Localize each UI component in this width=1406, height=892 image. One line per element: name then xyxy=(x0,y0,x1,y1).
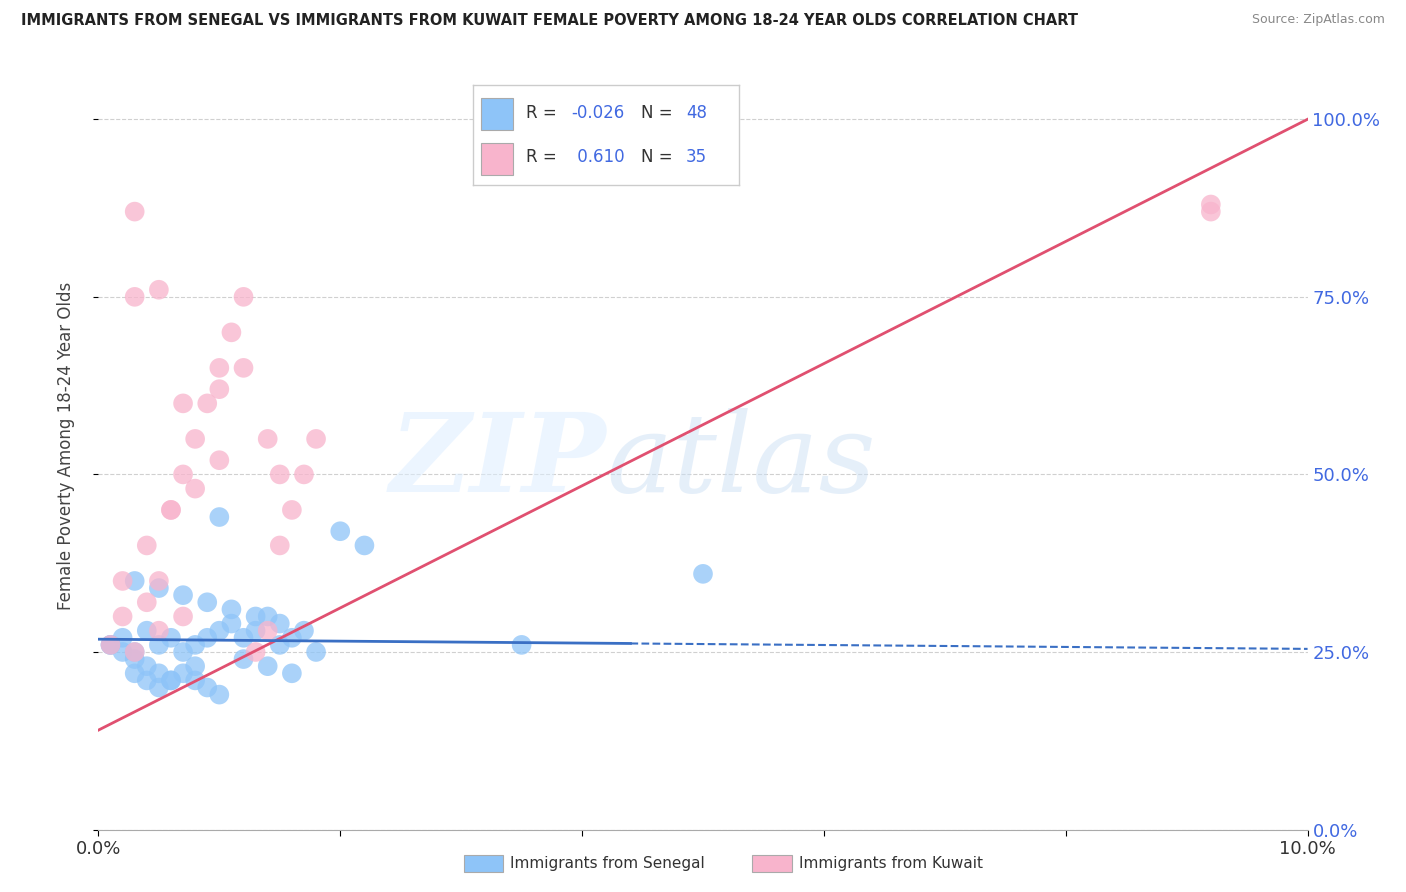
Point xyxy=(184,638,207,652)
Point xyxy=(160,503,183,517)
Point xyxy=(172,588,194,602)
Point xyxy=(160,673,183,688)
Point xyxy=(208,510,231,524)
Point xyxy=(292,624,315,638)
Point xyxy=(281,503,304,517)
Point xyxy=(1199,204,1222,219)
Point xyxy=(100,638,122,652)
Point xyxy=(160,631,183,645)
Point xyxy=(692,566,714,581)
Point xyxy=(232,652,254,666)
Text: IMMIGRANTS FROM SENEGAL VS IMMIGRANTS FROM KUWAIT FEMALE POVERTY AMONG 18-24 YEA: IMMIGRANTS FROM SENEGAL VS IMMIGRANTS FR… xyxy=(21,13,1078,29)
Point xyxy=(329,524,352,539)
Text: Immigrants from Senegal: Immigrants from Senegal xyxy=(510,856,706,871)
Point xyxy=(111,631,134,645)
Point xyxy=(172,396,194,410)
Point xyxy=(160,503,183,517)
Point xyxy=(208,688,231,702)
Point xyxy=(232,631,254,645)
Point xyxy=(135,595,157,609)
Point xyxy=(184,659,207,673)
Point xyxy=(172,609,194,624)
Point xyxy=(148,681,170,695)
Point xyxy=(184,432,207,446)
Point xyxy=(269,616,291,631)
Point xyxy=(111,574,134,588)
Point xyxy=(124,645,146,659)
Point xyxy=(256,659,278,673)
Point xyxy=(208,382,231,396)
Text: atlas: atlas xyxy=(606,408,876,515)
Point xyxy=(281,631,304,645)
Point xyxy=(195,631,218,645)
Point xyxy=(245,645,267,659)
Point xyxy=(160,673,183,688)
Point xyxy=(232,290,254,304)
Point xyxy=(100,638,122,652)
Point xyxy=(184,673,207,688)
Text: ZIP: ZIP xyxy=(389,408,606,515)
Point xyxy=(172,645,194,659)
Point xyxy=(232,360,254,375)
Point xyxy=(111,609,134,624)
Point xyxy=(208,624,231,638)
Point xyxy=(269,538,291,552)
Point xyxy=(208,453,231,467)
Point xyxy=(221,602,243,616)
Point xyxy=(135,659,157,673)
Point xyxy=(172,666,194,681)
Point xyxy=(148,666,170,681)
Point xyxy=(124,652,146,666)
Point xyxy=(148,638,170,652)
Point xyxy=(135,624,157,638)
Point xyxy=(135,538,157,552)
Point xyxy=(208,360,231,375)
Point xyxy=(221,326,243,340)
Point xyxy=(195,595,218,609)
Point xyxy=(111,645,134,659)
Point xyxy=(148,581,170,595)
Point xyxy=(148,283,170,297)
Point xyxy=(281,666,304,681)
Point xyxy=(269,638,291,652)
Point xyxy=(124,574,146,588)
Point xyxy=(305,432,328,446)
Point xyxy=(353,538,375,552)
Point xyxy=(1199,197,1222,211)
Point xyxy=(100,638,122,652)
Point xyxy=(292,467,315,482)
Point xyxy=(135,673,157,688)
Y-axis label: Female Poverty Among 18-24 Year Olds: Female Poverty Among 18-24 Year Olds xyxy=(56,282,75,610)
Point xyxy=(245,624,267,638)
Text: Immigrants from Kuwait: Immigrants from Kuwait xyxy=(799,856,983,871)
Point xyxy=(269,467,291,482)
Point xyxy=(148,574,170,588)
Point xyxy=(195,681,218,695)
Point xyxy=(124,290,146,304)
Point xyxy=(124,666,146,681)
Point xyxy=(124,204,146,219)
Point xyxy=(256,432,278,446)
Point xyxy=(184,482,207,496)
Point xyxy=(221,616,243,631)
Point xyxy=(256,624,278,638)
Point xyxy=(245,609,267,624)
Point xyxy=(124,645,146,659)
Text: Source: ZipAtlas.com: Source: ZipAtlas.com xyxy=(1251,13,1385,27)
Point xyxy=(510,638,533,652)
Point xyxy=(148,624,170,638)
Point xyxy=(195,396,218,410)
Point xyxy=(256,609,278,624)
Point xyxy=(305,645,328,659)
Point xyxy=(172,467,194,482)
